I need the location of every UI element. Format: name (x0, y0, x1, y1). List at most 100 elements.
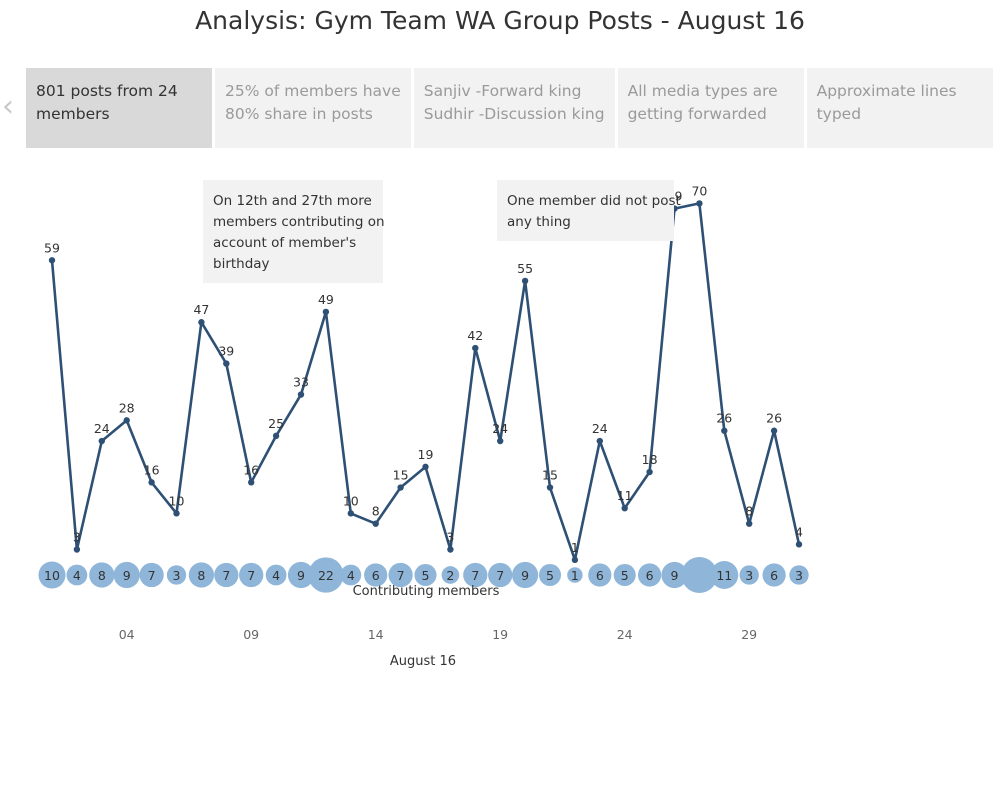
posts-point (521, 277, 529, 285)
member-bubble (567, 567, 583, 583)
story-point-label: 801 posts from 24 (36, 82, 178, 100)
posts-data-label: 15 (542, 468, 558, 483)
posts-data-label: 8 (745, 504, 753, 519)
member-bubble (340, 564, 362, 586)
member-bubble (762, 563, 786, 587)
annotation-line: account of member's (213, 235, 357, 251)
posts-point (746, 520, 753, 527)
posts-point (123, 417, 130, 424)
posts-point (372, 520, 379, 527)
posts-point (73, 546, 81, 553)
member-bubble (681, 557, 718, 593)
member-bubble (538, 563, 562, 587)
story-point-label: getting forwarded (627, 105, 767, 123)
posts-point (322, 308, 330, 316)
member-bubble (239, 562, 264, 588)
member-bubble (308, 557, 344, 593)
page-title: Analysis: Gym Team WA Group Posts - Augu… (195, 6, 805, 35)
member-count-label: 4 (347, 568, 355, 583)
posts-data-label: 39 (218, 344, 234, 359)
posts-data-label: 10 (343, 493, 359, 508)
posts-data-label: 24 (94, 421, 110, 436)
member-bubble (214, 562, 239, 588)
member-bubble (188, 562, 215, 588)
posts-data-label: 3 (73, 530, 81, 545)
chevron-left-icon[interactable]: ‹ (2, 89, 14, 124)
posts-data-label: 47 (193, 302, 209, 317)
story-point-tab-3[interactable]: Sanjiv -Forward king Sudhir -Discussion … (413, 68, 615, 148)
member-bubble (710, 561, 739, 589)
posts-data-label: 4 (795, 524, 803, 539)
story-point-label: typed (816, 105, 862, 123)
member-count-label: 4 (73, 568, 81, 583)
posts-point (546, 484, 554, 491)
member-count-label: 6 (596, 568, 604, 583)
member-count-label: 6 (646, 568, 654, 583)
member-count-label: 11 (716, 568, 732, 583)
story-point-label: Approximate lines (816, 82, 957, 100)
member-count-label: 7 (222, 568, 230, 583)
member-bubble (613, 563, 636, 587)
member-bubble (488, 562, 513, 588)
story-point-label: All media types are (627, 82, 778, 100)
annotation-line: On 12th and 27th more (213, 193, 372, 209)
x-tick-label: 09 (243, 627, 259, 642)
posts-point (621, 504, 628, 512)
member-count-label: 1 (571, 568, 579, 583)
annotation-line: birthday (213, 256, 270, 272)
member-count-label: 3 (173, 568, 181, 583)
posts-data-label: 26 (716, 411, 732, 426)
member-bubble (441, 566, 460, 584)
member-bubble (414, 563, 437, 587)
posts-point (98, 437, 106, 445)
posts-point (223, 360, 230, 367)
member-bubble (265, 564, 287, 586)
story-point-tab-4[interactable]: All media types are getting forwarded (617, 68, 804, 148)
story-point-tab-5[interactable]: Approximate lines typed (806, 68, 993, 148)
annotation-line: members contributing on (213, 214, 385, 230)
posts-data-label: 18 (642, 452, 658, 467)
annotation-line: any thing (507, 214, 571, 230)
posts-point (646, 468, 653, 476)
member-bubble (661, 561, 688, 589)
member-count-label: 2 (446, 568, 454, 583)
posts-series-line (50, 202, 801, 562)
posts-point (422, 463, 429, 471)
posts-data-label: 1 (571, 540, 579, 555)
posts-data-label: 42 (467, 328, 483, 343)
x-tick-label: 04 (119, 627, 135, 642)
member-bubble (113, 561, 140, 589)
members-series-label: Contributing members (353, 584, 500, 599)
story-point-tab-2[interactable]: 25% of members have 80% share in posts (215, 68, 411, 148)
member-bubble (166, 565, 187, 585)
member-count-label: 3 (745, 568, 753, 583)
posts-point (48, 257, 56, 264)
member-count-label: 5 (621, 568, 629, 583)
posts-point (696, 200, 703, 207)
member-bubble (89, 562, 115, 588)
posts-data-label: 25 (268, 416, 284, 431)
posts-point (173, 510, 180, 517)
member-bubble (287, 561, 315, 589)
member-count-label: 7 (496, 568, 504, 583)
member-bubble (364, 563, 388, 587)
x-tick-label: 24 (617, 627, 633, 642)
posts-point (198, 319, 205, 326)
member-count-label: 6 (770, 568, 778, 583)
posts-point (795, 541, 803, 548)
member-bubble (789, 565, 809, 585)
story-point-label: Sanjiv -Forward king (423, 82, 582, 100)
story-point-label: Sudhir -Discussion king (423, 105, 605, 123)
posts-point (497, 437, 504, 445)
annotation-line: One member did not post (507, 193, 681, 209)
posts-data-label: 8 (372, 504, 380, 519)
story-point-tab-1[interactable]: 801 posts from 24 members (26, 68, 212, 148)
posts-data-label: 16 (144, 462, 160, 477)
posts-point (571, 556, 579, 564)
story-points-bar: 801 posts from 24 members 25% of members… (26, 68, 993, 148)
posts-data-label: 24 (592, 421, 608, 436)
posts-data-label: 19 (418, 447, 434, 462)
posts-data-label: 49 (318, 292, 334, 307)
posts-point (472, 344, 479, 352)
